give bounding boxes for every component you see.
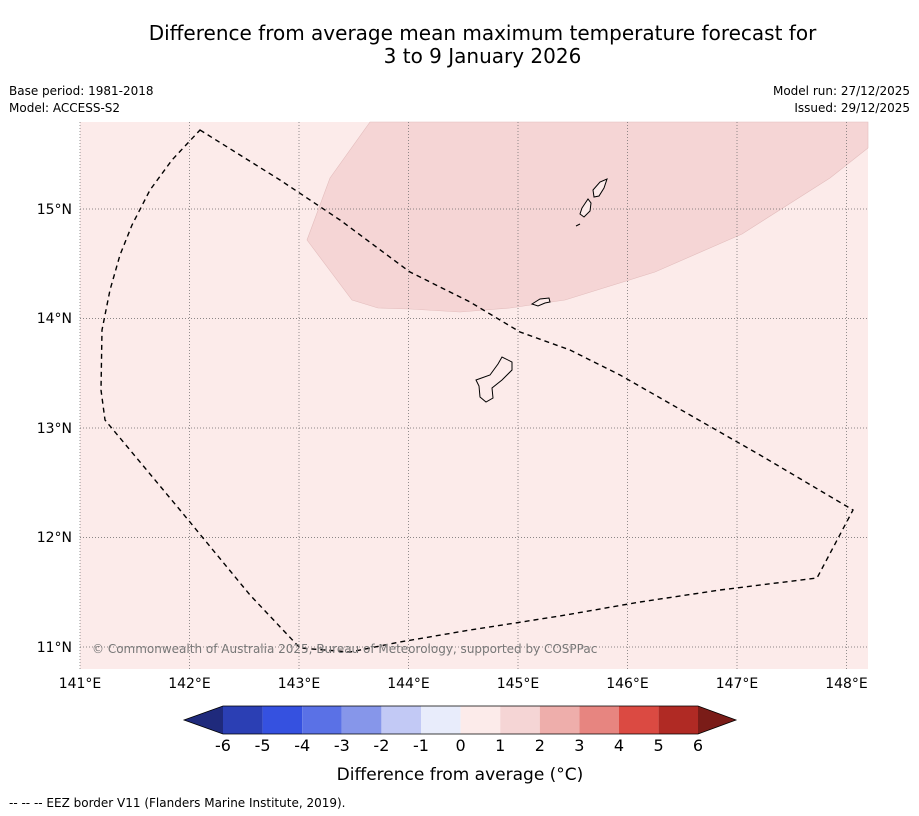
lon-tick-141: 141°E — [59, 676, 102, 692]
lon-tick-143: 143°E — [278, 676, 321, 692]
colorbar-bin — [619, 706, 659, 734]
colorbar-extend-high — [698, 706, 736, 734]
meta-left: Base period: 1981-2018 Model: ACCESS-S2 — [9, 83, 154, 117]
colorbar-bin — [421, 706, 461, 734]
lon-ticks: 141°E 142°E 143°E 144°E 145°E 146°E 147°… — [59, 676, 868, 692]
rota-island — [530, 297, 551, 307]
meta-right: Model run: 27/12/2025 Issued: 29/12/2025 — [773, 83, 910, 117]
colorbar-bin — [579, 706, 619, 734]
colorbar-label: 3 — [574, 736, 584, 755]
lon-tick-145: 145°E — [497, 676, 540, 692]
eez-legend-note: -- -- -- EEZ border V11 (Flanders Marine… — [9, 796, 346, 810]
colorbar-outline — [182, 705, 738, 735]
anomaly-area-1-to-2 — [306, 121, 869, 313]
base-period: Base period: 1981-2018 — [9, 84, 154, 98]
colorbar-label: 1 — [495, 736, 505, 755]
colorbar — [182, 705, 738, 735]
colorbar-bin — [381, 706, 421, 734]
colorbar-label: 2 — [535, 736, 545, 755]
lat-tick-12: 12°N — [37, 530, 72, 546]
lon-tick-142: 142°E — [168, 676, 211, 692]
colorbar-label: 4 — [614, 736, 624, 755]
colorbar-bin — [223, 706, 263, 734]
colorbar-label: -1 — [413, 736, 429, 755]
model-name: Model: ACCESS-S2 — [9, 101, 121, 115]
islands — [475, 178, 608, 403]
colorbar-label: -3 — [334, 736, 350, 755]
colorbar-label: 0 — [456, 736, 466, 755]
colorbar-label: -4 — [294, 736, 310, 755]
colorbar-bin — [658, 706, 698, 734]
aguijan-island — [575, 223, 581, 227]
lat-tick-14: 14°N — [37, 311, 72, 327]
lon-tick-146: 146°E — [606, 676, 649, 692]
lon-tick-144: 144°E — [387, 676, 430, 692]
chart-title: Difference from average mean maximum tem… — [0, 22, 919, 68]
colorbar-label: 5 — [654, 736, 664, 755]
colorbar-bin — [500, 706, 540, 734]
gridlines — [79, 122, 868, 669]
model-run: Model run: 27/12/2025 — [772, 84, 910, 98]
issued-date: Issued: 29/12/2025 — [794, 101, 910, 115]
saipan-island — [592, 178, 608, 198]
colorbar-extend-low — [184, 706, 223, 734]
lon-tick-147: 147°E — [716, 676, 759, 692]
colorbar-label: -2 — [373, 736, 389, 755]
colorbar-bin — [460, 706, 501, 734]
colorbar-bin — [341, 706, 382, 734]
lat-tick-11: 11°N — [37, 640, 72, 656]
tinian-island — [579, 198, 592, 218]
colorbar-labels: -6 -5 -4 -3 -2 -1 0 1 2 3 4 5 6 — [215, 736, 703, 755]
lat-ticks: 15°N 14°N 13°N 12°N 11°N — [37, 202, 72, 656]
eez-border — [100, 129, 854, 653]
colorbar-title: Difference from average (°C) — [337, 765, 584, 785]
lon-tick-148: 148°E — [825, 676, 868, 692]
lat-tick-15: 15°N — [37, 202, 72, 218]
guam-island — [475, 356, 513, 403]
colorbar-bin — [539, 706, 580, 734]
colorbar-label: 6 — [693, 736, 703, 755]
colorbar-label: -5 — [255, 736, 271, 755]
colorbar-bin — [262, 706, 303, 734]
title-line-1: Difference from average mean maximum tem… — [148, 21, 817, 45]
colorbar-bin — [302, 706, 342, 734]
lat-tick-13: 13°N — [37, 421, 72, 437]
copyright-text: © Commonwealth of Australia 2025, Bureau… — [92, 642, 597, 656]
colorbar-label: -6 — [215, 736, 231, 755]
title-line-2: 3 to 9 January 2026 — [383, 44, 582, 68]
